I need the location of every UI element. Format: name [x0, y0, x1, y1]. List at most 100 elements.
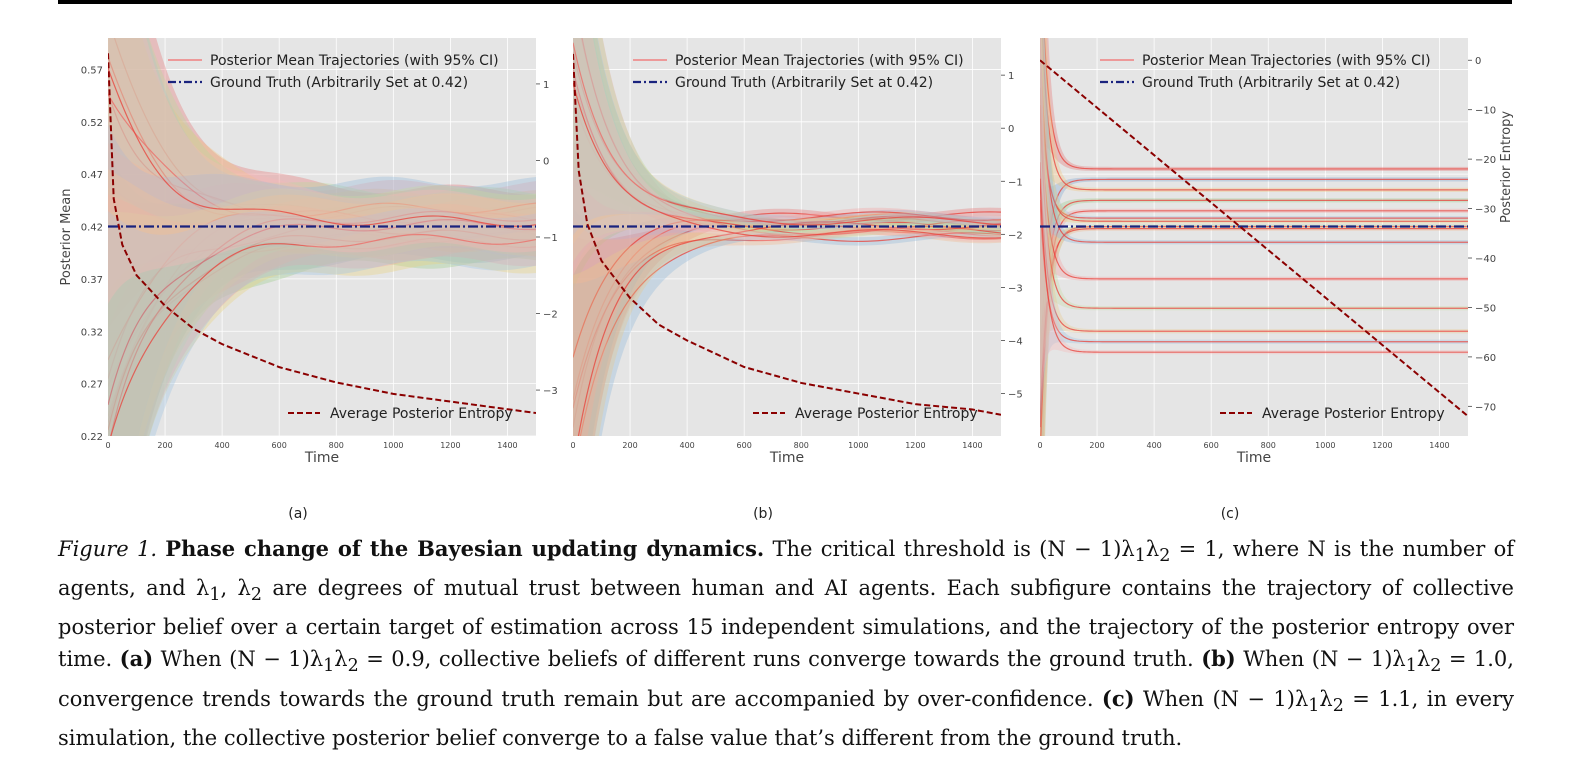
subscript: 1	[323, 656, 335, 677]
entropy-line	[108, 53, 536, 415]
y-right-tick-label: −60	[1475, 353, 1496, 364]
y-right-tick-label: 1	[1008, 71, 1014, 82]
chart-a-svg: 0 200 400 600 800 1000 1200 1400 0.22 0.27 0.32 0.3…	[59, 38, 558, 466]
y-right-tick-label: −50	[1475, 303, 1496, 314]
y-right-tick-label: 0	[1475, 56, 1481, 67]
x-tick-label: 800	[329, 441, 344, 450]
subscript: 2	[347, 656, 359, 677]
posterior-mean-line	[1040, 89, 1468, 219]
x-tick-label: 1000	[1315, 441, 1335, 450]
y-right-tick-label: −3	[1008, 283, 1023, 294]
x-tick-label: 1000	[848, 441, 868, 450]
caption-label-b: (b)	[1201, 646, 1236, 672]
x-axis-label: Time	[769, 450, 804, 466]
x-tick-label: 1200	[440, 441, 460, 450]
posterior-mean-line	[1040, 87, 1468, 280]
posterior-mean-line	[1040, 178, 1468, 353]
x-tick-label: 800	[794, 441, 809, 450]
x-tick-label: 600	[272, 441, 287, 450]
panel-a: 0 200 400 600 800 1000 1200 1400 0.22 0.27 0.32 0.3…	[58, 28, 558, 522]
caption-text: are degrees of mutual trust between huma…	[58, 576, 1514, 672]
ci-band	[108, 196, 536, 436]
y-right-tick-label: 1	[543, 80, 549, 91]
figure-caption: Figure 1. Phase change of the Bayesian u…	[58, 533, 1514, 754]
y-right-tick-label: −40	[1475, 254, 1496, 265]
figure-title: Phase change of the Bayesian updating dy…	[165, 536, 765, 561]
series-group	[573, 38, 1001, 436]
series-group	[1040, 38, 1468, 436]
x-tick-label: 0	[1037, 441, 1042, 450]
y-axis-right-label: Posterior Entropy	[1499, 111, 1514, 223]
ci-band	[573, 38, 1001, 245]
x-tick-label: 400	[679, 441, 694, 450]
subscript: 2	[1332, 695, 1344, 716]
ci-band	[108, 179, 536, 436]
subscript: 2	[1430, 656, 1442, 677]
top-rule	[58, 0, 1512, 4]
posterior-mean-line	[1040, 162, 1468, 332]
ci-band	[108, 185, 536, 436]
posterior-mean-line	[579, 232, 1001, 436]
posterior-mean-line	[1040, 105, 1468, 309]
y-right-tick-label: −1	[1008, 177, 1023, 188]
ci-band	[108, 38, 536, 304]
ci-band	[108, 208, 536, 436]
posterior-mean-line	[108, 202, 536, 361]
y-axis-label: Posterior Mean	[59, 188, 74, 285]
caption-text: λ	[1145, 537, 1160, 561]
ci-band	[108, 169, 536, 436]
caption-text: The critical threshold is (N − 1)λ	[764, 537, 1135, 561]
posterior-mean-line	[108, 67, 536, 227]
x-tick-label: 400	[214, 441, 229, 450]
caption-text: λ	[334, 647, 348, 672]
y-right-tick-label: −3	[543, 386, 558, 397]
x-tick-label: 800	[1261, 441, 1276, 450]
legend-label-trajectories: Posterior Mean Trajectories (with 95% CI…	[1142, 53, 1431, 69]
y-tick-label: 0.37	[81, 275, 103, 286]
y-right-tick-label: −10	[1475, 106, 1496, 117]
y-right-tick-label: −1	[543, 233, 558, 244]
legend-label-ground-truth: Ground Truth (Arbitrarily Set at 0.42)	[675, 75, 933, 91]
chart-b-svg: 0 200 400 600 800 1000 1200 1400 1 0 −1 −2 −3 −4 −5 Tim…	[570, 38, 1023, 466]
ci-band	[573, 38, 1001, 276]
posterior-mean-line	[108, 205, 536, 417]
panel-b: 0 200 400 600 800 1000 1200 1400 1 0 −1 −2 −3 −4 −5 Tim…	[523, 28, 1023, 522]
subscript: 2	[250, 585, 262, 606]
legend-label-trajectories: Posterior Mean Trajectories (with 95% CI…	[210, 53, 499, 69]
x-tick-label: 600	[1204, 441, 1219, 450]
posterior-mean-line	[1040, 38, 1468, 243]
subscript: 2	[1159, 546, 1171, 567]
posterior-mean-line	[573, 69, 1001, 236]
y-tick-label: 0.42	[81, 223, 103, 234]
y-right-tick-label: −70	[1475, 402, 1496, 413]
subscript: 1	[1405, 656, 1417, 677]
x-tick-label: 1400	[497, 441, 517, 450]
posterior-mean-line	[573, 82, 1001, 239]
posterior-mean-line	[113, 38, 536, 222]
x-tick-label: 600	[737, 441, 752, 450]
y-tick-label: 0.22	[81, 432, 103, 443]
posterior-mean-line	[110, 233, 536, 436]
posterior-mean-line	[573, 42, 1001, 226]
x-tick-label: 400	[1146, 441, 1161, 450]
x-axis-label: Time	[1236, 450, 1271, 466]
entropy-line	[573, 53, 1001, 416]
x-tick-label: 0	[105, 441, 110, 450]
posterior-mean-line	[573, 211, 1001, 358]
caption-text: = 0.9, collective beliefs of different r…	[358, 647, 1202, 672]
legend-label-entropy: Average Posterior Entropy	[330, 406, 513, 422]
caption-text: = 1.0, convergence trends towards the gr…	[58, 647, 1514, 711]
caption-label-c: (c)	[1101, 685, 1135, 711]
posterior-mean-line	[573, 230, 1001, 409]
posterior-mean-line	[1040, 72, 1468, 222]
panel-a-label: (a)	[288, 506, 308, 522]
chart-c-svg: 0 200 400 600 800 1000 1200 1400 0 −10 −20 −30 −40 −5…	[1037, 38, 1514, 466]
subscript: 1	[1134, 546, 1146, 567]
figure-label: Figure 1.	[58, 537, 158, 561]
y-right-tick-label: −2	[1008, 230, 1023, 241]
y-right-tick-label: −20	[1475, 155, 1496, 166]
posterior-mean-line	[1040, 178, 1468, 379]
caption-text: λ	[1416, 647, 1431, 672]
plot-background	[1040, 38, 1468, 436]
x-tick-label: 1200	[905, 441, 925, 450]
